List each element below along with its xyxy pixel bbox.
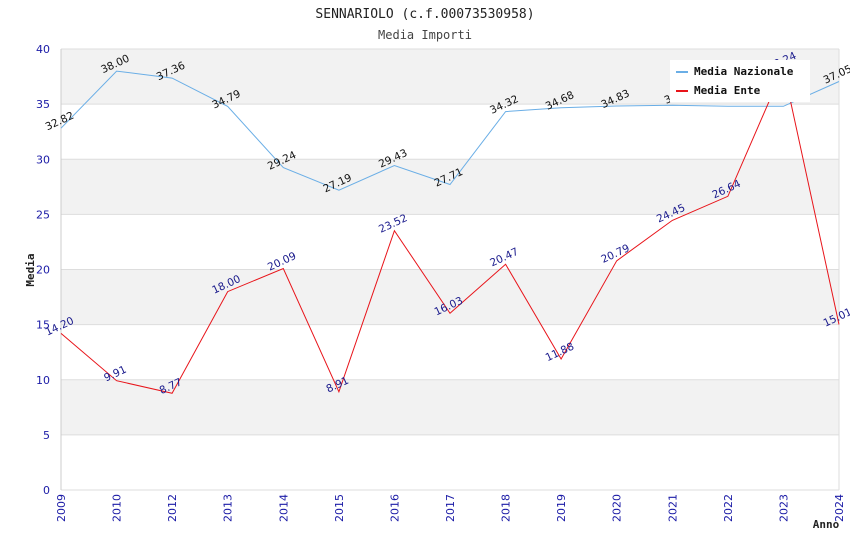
series-line-media-ente: [60, 66, 840, 394]
x-tick-label: 2023: [777, 494, 790, 522]
x-tick-label: 2016: [388, 494, 401, 522]
x-axis-ticks: 2009 2010 2012 2013 2014 2015 2016 2017 2018 2019…: [55, 494, 846, 522]
series-lines: [60, 66, 840, 394]
plot-band: [61, 434, 839, 490]
x-tick-label: 2009: [55, 494, 68, 522]
plot-band: [61, 214, 839, 270]
y-tick-label: 40: [36, 43, 50, 56]
x-axis-label: Anno: [813, 518, 840, 531]
legend-box: [670, 60, 810, 102]
legend-label-ente: Media Ente: [694, 84, 761, 97]
y-tick-label: 35: [36, 98, 50, 111]
plot-band: [61, 104, 839, 160]
x-tick-label: 2015: [333, 494, 346, 522]
y-tick-label: 5: [43, 429, 50, 442]
x-tick-label: 2019: [555, 494, 568, 522]
series-line-media-nazionale: [60, 70, 840, 191]
y-tick-label: 15: [36, 319, 50, 332]
y-tick-label: 10: [36, 374, 50, 387]
x-tick-label: 2018: [500, 494, 513, 522]
chart-title: SENNARIOLO (c.f.00073530958): [315, 7, 534, 22]
plot-band: [61, 159, 839, 215]
y-axis-label: Media: [24, 253, 37, 286]
y-tick-label: 30: [36, 153, 50, 166]
y-axis-ticks: 0 5 10 15 20 25 30 35 40: [36, 43, 50, 497]
plot-band: [61, 324, 839, 380]
x-tick-label: 2024: [833, 494, 846, 522]
x-tick-label: 2010: [111, 494, 124, 522]
x-tick-label: 2020: [611, 494, 624, 522]
y-tick-label: 0: [43, 484, 50, 497]
plot-bands: [61, 49, 839, 490]
x-tick-label: 2013: [222, 494, 235, 522]
y-tick-label: 20: [36, 264, 50, 277]
legend-label-nazionale: Media Nazionale: [694, 65, 794, 78]
legend: Media Nazionale Media Ente: [670, 60, 810, 102]
x-tick-label: 2021: [666, 494, 679, 522]
chart-subtitle: Media Importi: [378, 28, 472, 42]
gridlines: [60, 48, 840, 491]
plot-band: [61, 269, 839, 325]
plot-band: [61, 379, 839, 435]
x-tick-label: 2017: [444, 494, 457, 522]
x-tick-label: 2014: [277, 494, 290, 522]
x-tick-label: 2012: [166, 494, 179, 522]
x-tick-label: 2022: [722, 494, 735, 522]
y-tick-label: 25: [36, 208, 50, 221]
